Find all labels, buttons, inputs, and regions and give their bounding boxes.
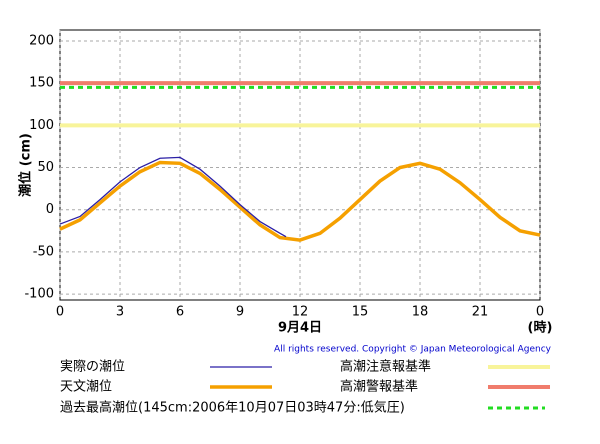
legend-label: 高潮注意報基準 (340, 359, 431, 375)
x-tick-label: 6 (176, 305, 184, 320)
series-line (59, 156, 287, 238)
legend-label: 過去最高潮位(145cm:2006年10月07日03時47分:低気圧) (60, 400, 405, 416)
series-line (59, 160, 541, 242)
legend-label: 高潮警報基準 (340, 379, 418, 395)
y-tick-label: 100 (29, 118, 54, 133)
legend-label: 実際の潮位 (60, 359, 125, 375)
y-axis-label: 潮位 (cm) (18, 133, 34, 197)
y-tick-label: -100 (24, 287, 54, 302)
y-tick-label: -50 (33, 244, 54, 259)
x-tick-label: 0 (536, 305, 544, 320)
x-tick-label: 3 (116, 305, 124, 320)
y-tick-label: 50 (37, 160, 54, 175)
x-tick-label: 18 (412, 305, 429, 320)
x-tick-label: 9 (236, 305, 244, 320)
x-unit: (時) (528, 320, 553, 336)
x-tick-label: 0 (56, 305, 64, 320)
y-tick-label: 0 (46, 202, 54, 217)
legend-label: 天文潮位 (60, 380, 112, 395)
x-tick-label: 15 (352, 305, 369, 320)
y-tick-label: 150 (29, 76, 54, 91)
copyright: All rights reserved. Copyright © Japan M… (274, 345, 552, 355)
x-tick-label: 21 (472, 305, 489, 320)
x-caption: 9月4日 (278, 321, 322, 336)
x-tick-label: 12 (292, 305, 309, 320)
y-tick-label: 200 (29, 33, 54, 48)
